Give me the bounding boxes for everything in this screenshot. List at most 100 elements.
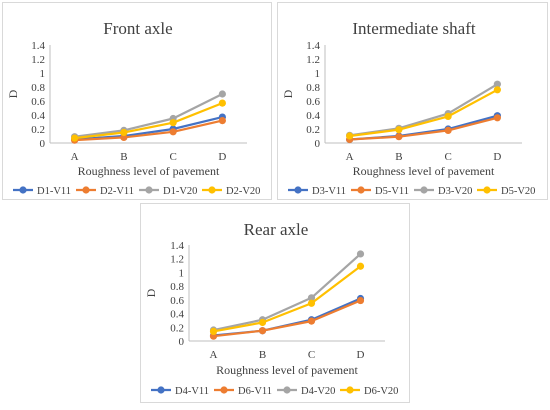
data-point-d6-v20-b	[258, 318, 267, 327]
series-line-d4-v20	[213, 253, 362, 332]
x-tick-label: C	[444, 151, 451, 163]
y-tick-label: 0.4	[170, 309, 184, 321]
data-point-d5-v20-b	[395, 126, 403, 134]
y-tick-label: 1.2	[31, 54, 45, 66]
chart-title: Front axle	[103, 19, 172, 38]
data-point-d5-v20-d	[493, 86, 501, 94]
legend-label: D3-V20	[438, 186, 472, 197]
y-axis-label: D	[144, 288, 158, 297]
y-tick-label: 0.4	[31, 110, 45, 122]
data-point-d4-v20-d	[356, 250, 365, 258]
legend-label: D6-V11	[238, 386, 272, 397]
x-axis-label: Roughness level of pavement	[216, 363, 358, 377]
legend-label: D2-V20	[226, 186, 260, 197]
chart-panel-rear-axle: Rear axle D 0 0.2 0.4 0.6 0.8 1 1.2 1.4 A B C D Roughn…	[140, 203, 410, 403]
x-tick-label: A	[210, 349, 218, 361]
chart-panel-intermediate-shaft: Intermediate shaft D 0 0.2 0.4 0.6 0.8 1 1.2 1.4 A…	[277, 2, 548, 200]
data-point-d6-v20-d	[356, 262, 365, 270]
y-tick-label: 1.2	[170, 254, 184, 266]
chart-title: Rear axle	[244, 220, 309, 239]
legend-swatch-marker	[483, 186, 491, 194]
series-line-d6-v20	[213, 265, 362, 333]
x-tick-label: D	[218, 151, 226, 163]
y-tick-label: 1.2	[306, 54, 320, 66]
legend-label: D4-V11	[175, 386, 209, 397]
data-point-d2-v20-b	[120, 128, 128, 137]
x-tick-label: B	[395, 151, 402, 163]
x-tick-label: D	[357, 349, 365, 361]
series-line-d2-v11	[74, 119, 223, 142]
data-point-d6-v20-c	[307, 299, 316, 307]
legend-label: D6-V20	[364, 386, 398, 397]
y-axis-label: D	[281, 89, 295, 98]
legend-swatch-marker	[145, 186, 153, 194]
legend-label: D1-V11	[37, 186, 71, 197]
data-point-d5-v20-c	[444, 112, 452, 120]
data-point-d5-v11-d	[493, 114, 501, 122]
x-tick-label: A	[346, 151, 354, 163]
data-point-d2-v11-c	[169, 128, 177, 136]
y-tick-label: 1	[179, 267, 185, 279]
data-point-d6-v11-c	[307, 317, 316, 325]
series-line-d5-v20	[349, 88, 498, 138]
legend-label: D1-V20	[163, 186, 197, 197]
data-point-d5-v11-b	[395, 133, 403, 141]
data-point-d6-v20-a	[209, 327, 218, 335]
x-axis-label: Roughness level of pavement	[353, 164, 495, 178]
series-line-d6-v11	[213, 299, 361, 338]
intermediate-shaft-chart: Intermediate shaft D 0 0.2 0.4 0.6 0.8 1 1.2 1.4 A…	[281, 19, 535, 197]
y-tick-label: 1.4	[31, 40, 45, 52]
legend-swatch-marker	[19, 186, 27, 194]
x-tick-label: B	[259, 349, 266, 361]
legend-swatch-marker	[283, 386, 291, 394]
legend-swatch-marker	[294, 186, 302, 194]
legend-swatch-marker	[220, 386, 228, 394]
data-point-d4-v20-c	[307, 294, 316, 302]
legend-swatch-marker	[82, 186, 90, 194]
y-tick-label: 0.8	[306, 82, 320, 94]
x-axis-label: Roughness level of pavement	[78, 164, 220, 178]
y-tick-label: 1	[40, 68, 46, 80]
series-line-d3-v20	[349, 83, 498, 137]
legend-label: D5-V20	[501, 186, 535, 197]
legend-swatch-marker	[208, 186, 216, 194]
data-point-d3-v20-d	[493, 80, 501, 88]
y-tick-label: 0.4	[306, 110, 320, 122]
y-tick-label: 0	[179, 336, 185, 348]
y-tick-label: 0.2	[31, 124, 45, 136]
data-point-d6-v11-b	[258, 327, 267, 335]
y-tick-label: 0	[315, 138, 321, 150]
data-point-d1-v20-d	[218, 90, 226, 98]
rear-axle-chart: Rear axle D 0 0.20.4 0.6 0.8 11.2 1.4 A B C D Roughn…	[144, 220, 398, 397]
x-tick-label: C	[308, 349, 315, 361]
series-line-d4-v11	[213, 297, 361, 337]
y-tick-label: 0.6	[170, 295, 184, 307]
y-tick-label: 0.6	[306, 96, 320, 108]
y-tick-label: 1.4	[170, 240, 184, 252]
legend-swatch-marker	[346, 386, 354, 394]
legend-label: D2-V11	[100, 186, 134, 197]
legend-swatch-marker	[420, 186, 428, 194]
legend-label: D5-V11	[375, 186, 409, 197]
series-line-d2-v20	[74, 102, 223, 140]
y-tick-label: 1	[315, 68, 321, 80]
data-point-d2-v11-d	[218, 117, 226, 125]
data-point-d5-v20-a	[346, 132, 354, 140]
y-tick-label: 0.2	[170, 322, 184, 334]
y-tick-label: 0.6	[31, 96, 45, 108]
x-tick-label: C	[169, 151, 176, 163]
x-tick-label: B	[120, 151, 127, 163]
data-point-d2-v20-c	[169, 119, 177, 127]
data-point-d5-v11-c	[444, 126, 452, 134]
legend-swatch-marker	[357, 186, 365, 194]
y-axis-label: D	[6, 89, 20, 98]
data-point-d2-v20-a	[71, 134, 79, 142]
data-point-d6-v11-d	[356, 296, 365, 305]
y-tick-label: 1.4	[306, 40, 320, 52]
series-line-d1-v20	[74, 93, 223, 138]
x-tick-label: A	[71, 151, 79, 163]
data-point-d2-v20-d	[218, 99, 226, 107]
legend-label: D4-V20	[301, 386, 335, 397]
y-tick-label: 0.2	[306, 124, 320, 136]
